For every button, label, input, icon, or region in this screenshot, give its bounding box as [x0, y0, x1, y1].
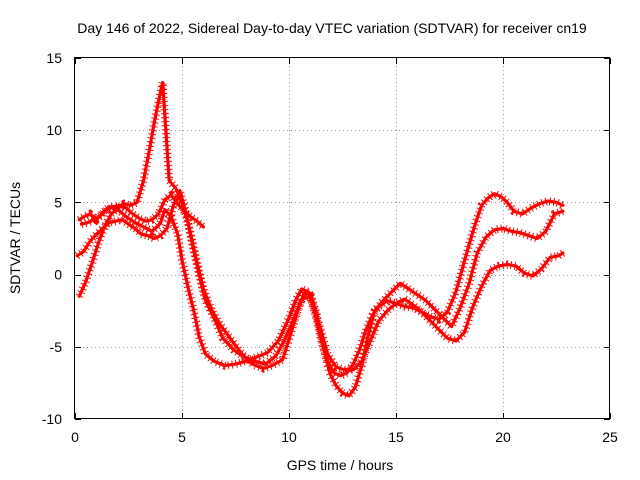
x-axis-label: GPS time / hours	[287, 457, 394, 473]
y-tick-label: -10	[42, 411, 62, 427]
y-tick-label: 10	[46, 122, 62, 138]
series-markers-1	[77, 189, 565, 381]
x-tick-label: 20	[495, 429, 511, 445]
plot-frame	[74, 57, 610, 419]
series-markers-3	[74, 179, 566, 374]
y-tick-label: -5	[50, 339, 63, 355]
x-tick-label: 0	[71, 429, 79, 445]
x-tick-label: 15	[388, 429, 404, 445]
axis-ticks: 0 5 10 15 20 25 -10 -5 0 5 10 15	[42, 50, 618, 445]
y-tick-label: 5	[54, 194, 62, 210]
x-tick-label: 25	[602, 429, 618, 445]
gridlines	[75, 58, 610, 419]
series-line-4	[79, 193, 205, 229]
y-tick-label: 15	[46, 50, 62, 66]
data-series	[74, 80, 566, 401]
y-tick-label: 0	[54, 267, 62, 283]
chart-title: Day 146 of 2022, Sidereal Day-to-day VTE…	[77, 20, 587, 36]
x-tick-label: 5	[178, 429, 186, 445]
y-axis-label: SDTVAR / TECUs	[7, 182, 23, 294]
x-tick-label: 10	[281, 429, 297, 445]
